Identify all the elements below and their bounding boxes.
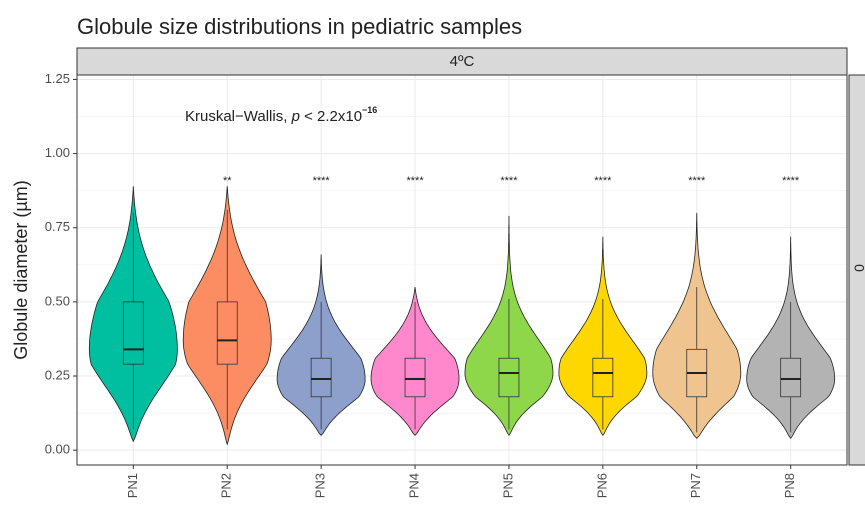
panel [77, 75, 847, 465]
significance-label: **** [313, 175, 331, 187]
x-tick-label: PN6 [594, 473, 609, 498]
box [216, 301, 238, 365]
significance-label: **** [406, 175, 424, 187]
annotation-text: p [291, 108, 300, 125]
box [310, 357, 332, 398]
box [780, 357, 802, 398]
y-tick-label: 0.75 [45, 219, 70, 234]
y-tick-label: 0.25 [45, 367, 70, 382]
significance-label: **** [594, 175, 612, 187]
panel-border [76, 74, 848, 466]
x-tick-label: PN3 [313, 473, 328, 498]
box [404, 357, 426, 398]
significance-label: **** [500, 175, 518, 187]
x-tick-label: PN4 [406, 473, 421, 498]
facet-label: 4ºC [450, 53, 475, 70]
y-tick-label: 0.00 [45, 442, 70, 457]
x-tick-label: PN8 [782, 473, 797, 498]
x-tick-label: PN7 [688, 473, 703, 498]
y-tick-label: 0.50 [45, 293, 70, 308]
x-tick-label: PN2 [219, 473, 234, 498]
significance-label: ** [223, 175, 232, 187]
facet-strip [76, 47, 848, 76]
box [122, 301, 144, 365]
facet-strip-right [848, 74, 865, 466]
annotation-text: < 2.2x10 [300, 108, 362, 125]
significance-label: **** [782, 175, 800, 187]
annotation-text: −16 [362, 105, 377, 115]
violin [370, 287, 460, 436]
annotation-text: Kruskal−Wallis, [185, 108, 292, 125]
violin [88, 186, 178, 443]
box [592, 357, 614, 398]
x-tick-label: PN1 [125, 473, 140, 498]
y-tick-label: 1.25 [45, 71, 70, 86]
facet-label-right: 0 [851, 264, 865, 272]
significance-label: **** [688, 175, 706, 187]
y-axis-label: Globule diameter (µm) [11, 180, 31, 359]
violin [182, 186, 272, 446]
box [498, 357, 520, 398]
x-tick-label: PN5 [500, 473, 515, 498]
annotation: Kruskal−Wallis, p < 2.2x10−16 [185, 105, 377, 125]
chart-title: Globule size distributions in pediatric … [77, 14, 522, 39]
y-tick-label: 1.00 [45, 145, 70, 160]
